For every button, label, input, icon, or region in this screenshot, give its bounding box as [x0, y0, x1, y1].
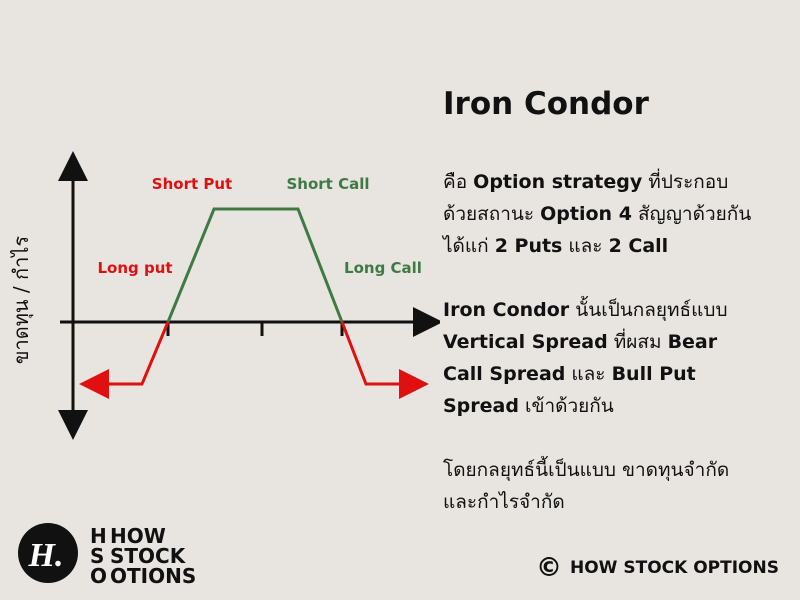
footer-text: HOW STOCK OPTIONS: [570, 558, 779, 578]
profit-line: [166, 207, 344, 323]
bold-text: 2 Call: [608, 235, 669, 257]
bold-text: 2 Puts: [494, 235, 563, 257]
text: คือ: [443, 171, 474, 193]
paragraph-gap: [443, 422, 751, 454]
text: สัญญาด้วยกัน: [631, 203, 752, 225]
bold-text: Bull Put: [611, 363, 696, 385]
text: ที่ประกอบ: [642, 171, 729, 193]
logo-word: STOCK: [110, 544, 187, 568]
logo-word: HOW: [110, 524, 166, 548]
text-line: โดยกลยุทธ์นี้เป็นแบบ ขาดทุนจำกัด: [443, 454, 751, 486]
text: และกำไรจำกัด: [443, 491, 565, 513]
bold-text: Call Spread: [443, 363, 566, 385]
text-line: Iron Condor นั้นเป็นกลยุทธ์แบบ: [443, 294, 751, 326]
label: Long Call: [344, 259, 422, 277]
logo-initial: O: [90, 564, 107, 588]
label: Short Call: [287, 175, 370, 193]
bold-text: Iron Condor: [443, 299, 570, 321]
bold-text: Option strategy: [473, 171, 643, 193]
logo-initial: S: [90, 544, 104, 568]
text: นั้นเป็นกลยุทธ์แบบ: [569, 299, 728, 321]
text-line: คือ Option strategy ที่ประกอบ: [443, 166, 751, 198]
logo-initial: H: [90, 524, 107, 548]
text: และ: [562, 235, 609, 257]
footer: © HOW STOCK OPTIONS: [536, 553, 779, 583]
text: และ: [565, 363, 612, 385]
text: เข้าด้วยกัน: [518, 395, 614, 417]
text: โดยกลยุทธ์นี้เป็นแบบ ขาดทุนจำกัด: [443, 459, 730, 481]
bold-text: Bear: [667, 331, 718, 353]
logo-word: OTIONS: [110, 564, 196, 588]
text-line: และกำไรจำกัด: [443, 486, 751, 518]
text-line: Spread เข้าด้วยกัน: [443, 390, 751, 422]
payoff-diagram: Short Put Short Call Long put Long Call …: [9, 151, 440, 588]
y-axis-label: ขาดทุน / กำไร: [9, 236, 34, 365]
bold-text: Option 4: [540, 203, 632, 225]
label: Long put: [97, 259, 172, 277]
text: ด้วยสถานะ: [443, 203, 541, 225]
copyright-symbol: ©: [536, 553, 562, 583]
text-line: Vertical Spread ที่ผสม Bear: [443, 326, 751, 358]
text: ที่ผสม: [607, 331, 668, 353]
logo: H. H S O HOW STOCK OTIONS: [18, 523, 196, 588]
bold-text: Vertical Spread: [443, 331, 608, 353]
text: ได้แก่: [443, 235, 495, 257]
text-line: ได้แก่ 2 Puts และ 2 Call: [443, 230, 751, 262]
title: Iron Condor: [443, 86, 649, 122]
description: คือ Option strategy ที่ประกอบ ด้วยสถานะ O…: [443, 166, 751, 518]
text-line: ด้วยสถานะ Option 4 สัญญาด้วยกัน: [443, 198, 751, 230]
bold-text: Spread: [443, 395, 519, 417]
text-line: Call Spread และ Bull Put: [443, 358, 751, 390]
loss-line-left: [79, 321, 170, 399]
paragraph-gap: [443, 262, 751, 294]
loss-line-right: [340, 321, 429, 399]
label: Short Put: [152, 175, 232, 193]
logo-mark: H.: [28, 537, 64, 574]
